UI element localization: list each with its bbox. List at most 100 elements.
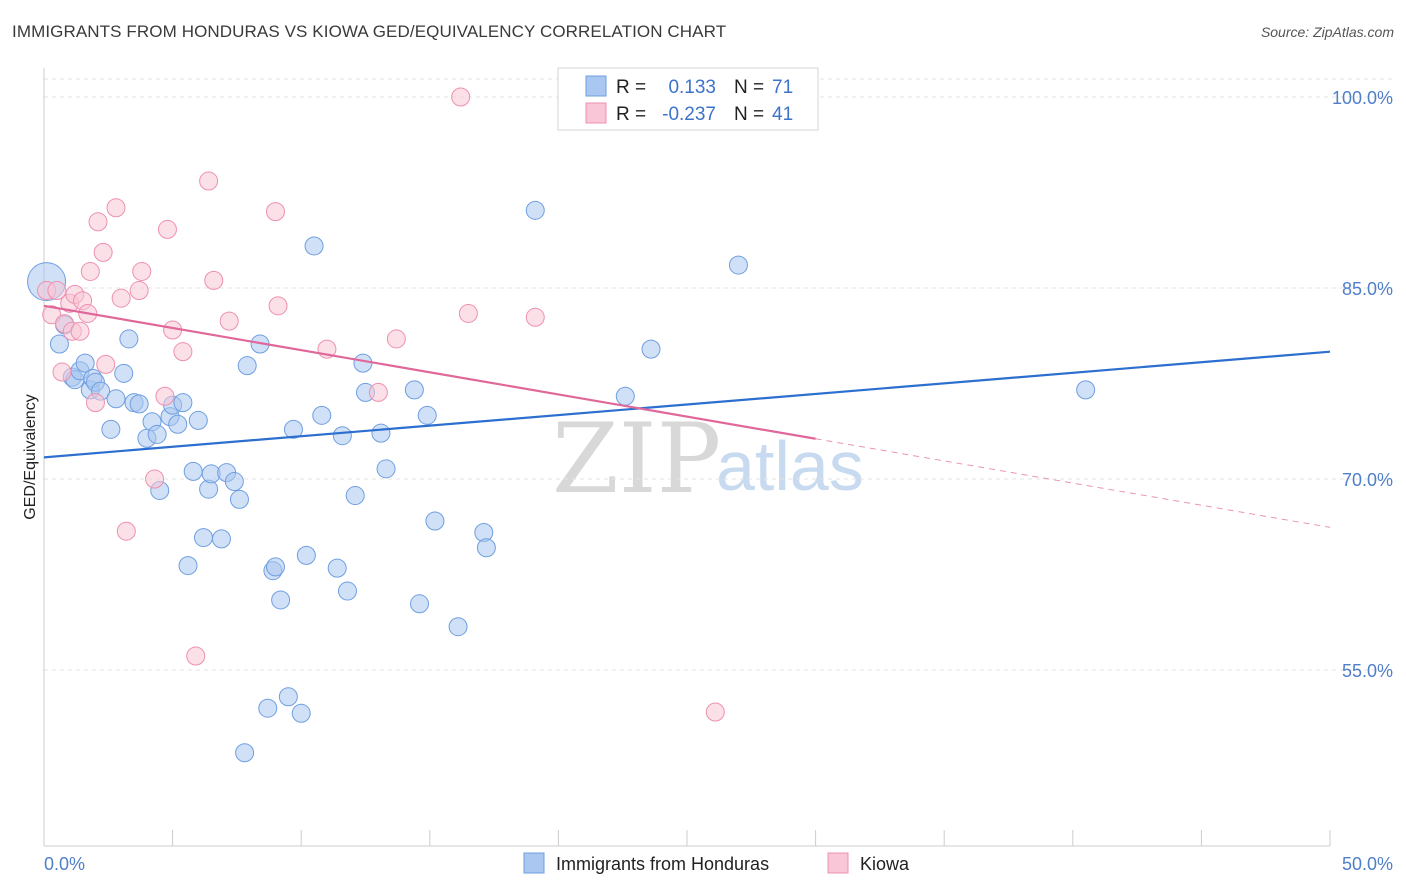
point-kiowa xyxy=(705,702,725,722)
chart-title: IMMIGRANTS FROM HONDURAS VS KIOWA GED/EQ… xyxy=(12,22,727,41)
point-honduras xyxy=(188,410,208,430)
stats-r-value-kiowa: -0.237 xyxy=(662,104,716,125)
point-honduras xyxy=(173,393,193,413)
point-honduras xyxy=(114,363,134,383)
point-honduras xyxy=(237,356,257,376)
point-honduras xyxy=(332,426,352,446)
y-tick-label: 55.0% xyxy=(1342,661,1393,681)
stats-legend-swatch-honduras xyxy=(585,75,607,97)
series-legend-label-kiowa: Kiowa xyxy=(860,854,910,874)
point-kiowa xyxy=(219,311,239,331)
point-honduras xyxy=(345,486,365,506)
point-kiowa xyxy=(155,386,175,406)
stats-n-label-kiowa: N = xyxy=(734,104,764,125)
point-kiowa xyxy=(70,321,90,341)
point-honduras xyxy=(425,511,445,531)
point-kiowa xyxy=(93,242,113,262)
point-kiowa xyxy=(129,281,149,301)
point-kiowa xyxy=(451,87,471,107)
point-honduras xyxy=(410,594,430,614)
trend-line-honduras xyxy=(43,350,1331,459)
stats-n-label-honduras: N = xyxy=(734,77,764,98)
point-honduras xyxy=(235,743,255,763)
point-kiowa xyxy=(268,296,288,316)
point-kiowa xyxy=(157,219,177,239)
point-kiowa xyxy=(265,202,285,222)
point-honduras xyxy=(476,538,496,558)
point-honduras xyxy=(271,590,291,610)
y-tick-label: 100.0% xyxy=(1332,88,1393,108)
point-kiowa xyxy=(199,171,219,191)
point-honduras xyxy=(183,461,203,481)
point-honduras xyxy=(147,424,167,444)
series-legend: Immigrants from Honduras Kiowa xyxy=(523,852,910,874)
point-kiowa xyxy=(132,261,152,281)
point-kiowa xyxy=(52,362,72,382)
stats-r-label-honduras: R = xyxy=(616,77,646,98)
y-tick-label: 85.0% xyxy=(1342,279,1393,299)
series-legend-label-honduras: Immigrants from Honduras xyxy=(556,854,769,874)
stats-n-value-honduras: 71 xyxy=(772,77,793,98)
point-kiowa xyxy=(96,354,116,374)
point-honduras xyxy=(641,339,661,359)
point-honduras xyxy=(376,459,396,479)
point-honduras xyxy=(615,386,635,406)
point-honduras xyxy=(224,472,244,492)
point-honduras xyxy=(337,581,357,601)
point-kiowa xyxy=(116,521,136,541)
stats-n-value-kiowa: 41 xyxy=(772,104,793,125)
point-honduras xyxy=(296,545,316,565)
point-honduras xyxy=(101,419,121,439)
point-honduras xyxy=(353,353,373,373)
point-honduras xyxy=(371,423,391,443)
point-kiowa xyxy=(386,329,406,349)
point-kiowa xyxy=(47,281,67,301)
point-honduras xyxy=(327,558,347,578)
point-honduras xyxy=(211,529,231,549)
point-honduras xyxy=(291,703,311,723)
point-honduras xyxy=(278,687,298,707)
point-kiowa xyxy=(368,382,388,402)
y-axis-label: GED/Equivalency xyxy=(22,394,39,519)
point-honduras xyxy=(178,556,198,576)
point-kiowa xyxy=(88,212,108,232)
point-kiowa xyxy=(85,393,105,413)
point-kiowa xyxy=(106,198,126,218)
point-honduras xyxy=(265,557,285,577)
watermark-zip: ZIP xyxy=(552,403,721,515)
point-honduras xyxy=(448,617,468,637)
point-kiowa xyxy=(186,646,206,666)
point-honduras xyxy=(304,236,324,256)
chart-source: Source: ZipAtlas.com xyxy=(1260,24,1394,40)
point-honduras xyxy=(106,389,126,409)
point-honduras xyxy=(525,200,545,220)
trend-line-kiowa xyxy=(43,304,816,440)
point-honduras xyxy=(49,334,69,354)
point-honduras xyxy=(129,394,149,414)
x-tick-label-min: 0.0% xyxy=(44,854,85,874)
stats-r-label-kiowa: R = xyxy=(616,104,646,125)
trend-line-kiowa-extension xyxy=(815,438,1331,528)
point-honduras xyxy=(417,405,437,425)
x-ticks xyxy=(43,830,1331,846)
point-honduras xyxy=(193,528,213,548)
point-honduras xyxy=(258,698,278,718)
point-kiowa xyxy=(80,261,100,281)
point-kiowa xyxy=(458,303,478,323)
point-honduras xyxy=(312,405,332,425)
point-kiowa xyxy=(173,342,193,362)
series-legend-swatch-honduras xyxy=(523,852,545,874)
y-tick-label: 70.0% xyxy=(1342,470,1393,490)
stats-legend: R = 0.133 N = 71 R = -0.237 N = 41 xyxy=(557,67,819,131)
point-honduras xyxy=(1076,380,1096,400)
watermark-atlas: atlas xyxy=(716,427,864,505)
point-kiowa xyxy=(204,270,224,290)
point-honduras xyxy=(119,329,139,349)
point-honduras xyxy=(728,255,748,275)
trend-lines xyxy=(43,304,1331,528)
point-honduras xyxy=(283,419,303,439)
y-tick-labels: 100.0% 85.0% 70.0% 55.0% xyxy=(1332,88,1393,681)
point-honduras xyxy=(229,489,249,509)
x-tick-label-max: 50.0% xyxy=(1342,854,1393,874)
